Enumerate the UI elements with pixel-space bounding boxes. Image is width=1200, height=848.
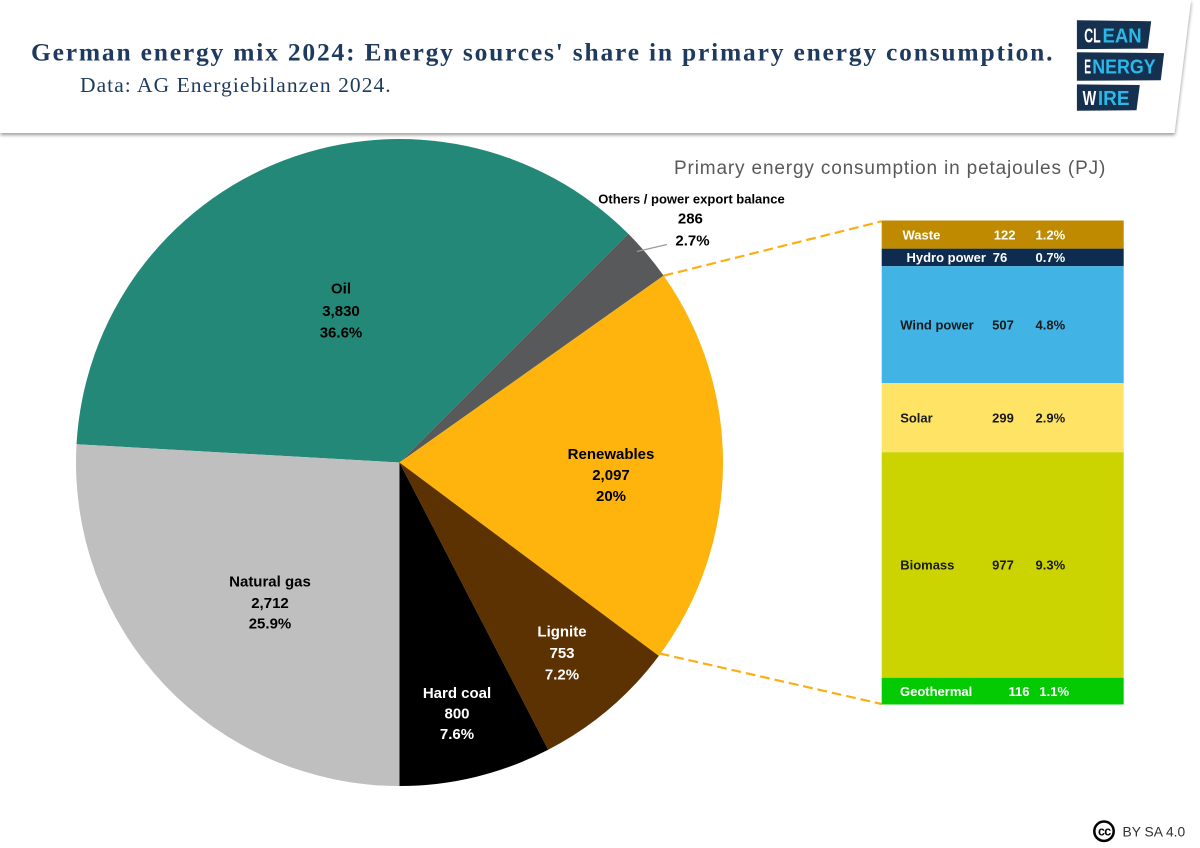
svg-text:36.6%: 36.6% xyxy=(320,325,363,342)
svg-text:BY SA 4.0: BY SA 4.0 xyxy=(1123,824,1186,839)
svg-text:25.9%: 25.9% xyxy=(249,616,292,633)
svg-text:20%: 20% xyxy=(596,488,626,505)
svg-text:7.6%: 7.6% xyxy=(440,726,474,743)
svg-text:Waste: Waste xyxy=(903,227,941,242)
svg-text:Lignite: Lignite xyxy=(537,624,586,641)
svg-text:116: 116 xyxy=(1009,684,1030,699)
svg-text:9.3%: 9.3% xyxy=(1036,558,1066,573)
svg-text:Geothermal: Geothermal xyxy=(900,684,972,699)
svg-text:3,830: 3,830 xyxy=(322,303,360,320)
svg-text:286: 286 xyxy=(678,210,703,227)
svg-text:Solar: Solar xyxy=(900,410,933,425)
svg-text:Natural gas: Natural gas xyxy=(229,574,311,591)
svg-text:cc: cc xyxy=(1098,824,1111,838)
svg-text:507: 507 xyxy=(992,317,1014,332)
svg-text:753: 753 xyxy=(549,645,574,662)
svg-text:EAN: EAN xyxy=(1103,26,1142,48)
svg-text:Biomass: Biomass xyxy=(900,558,954,573)
svg-text:W: W xyxy=(1083,88,1097,110)
svg-text:NERGY: NERGY xyxy=(1092,57,1156,79)
svg-text:2.7%: 2.7% xyxy=(675,233,709,250)
svg-text:800: 800 xyxy=(444,706,469,723)
svg-text:122: 122 xyxy=(994,227,1016,242)
svg-text:2.9%: 2.9% xyxy=(1036,410,1066,425)
svg-text:0.7%: 0.7% xyxy=(1036,250,1066,265)
svg-text:4.8%: 4.8% xyxy=(1036,317,1066,332)
svg-text:2,712: 2,712 xyxy=(251,595,289,612)
svg-text:Wind power: Wind power xyxy=(900,317,974,332)
svg-text:E: E xyxy=(1084,57,1091,79)
svg-text:Data: AG Energiebilanzen 2024.: Data: AG Energiebilanzen 2024. xyxy=(80,73,392,97)
svg-text:German energy mix 2024: Energy: German energy mix 2024: Energy sources' … xyxy=(31,38,1054,67)
svg-text:CL: CL xyxy=(1084,26,1101,48)
svg-text:299: 299 xyxy=(992,410,1014,425)
svg-text:Renewables: Renewables xyxy=(568,446,655,463)
svg-text:1.1%: 1.1% xyxy=(1039,684,1069,699)
svg-text:IRE: IRE xyxy=(1098,88,1130,110)
svg-text:2,097: 2,097 xyxy=(592,467,630,484)
svg-text:977: 977 xyxy=(992,558,1014,573)
svg-text:Others / power export balance: Others / power export balance xyxy=(598,191,784,206)
svg-text:7.2%: 7.2% xyxy=(545,667,579,684)
svg-text:Hard coal: Hard coal xyxy=(423,685,491,702)
svg-text:76: 76 xyxy=(993,250,1007,265)
svg-text:Hydro power: Hydro power xyxy=(907,250,986,265)
svg-text:Primary energy consumption in: Primary energy consumption in petajoules… xyxy=(674,158,1106,179)
svg-text:Oil: Oil xyxy=(331,281,351,298)
svg-text:1.2%: 1.2% xyxy=(1036,227,1066,242)
